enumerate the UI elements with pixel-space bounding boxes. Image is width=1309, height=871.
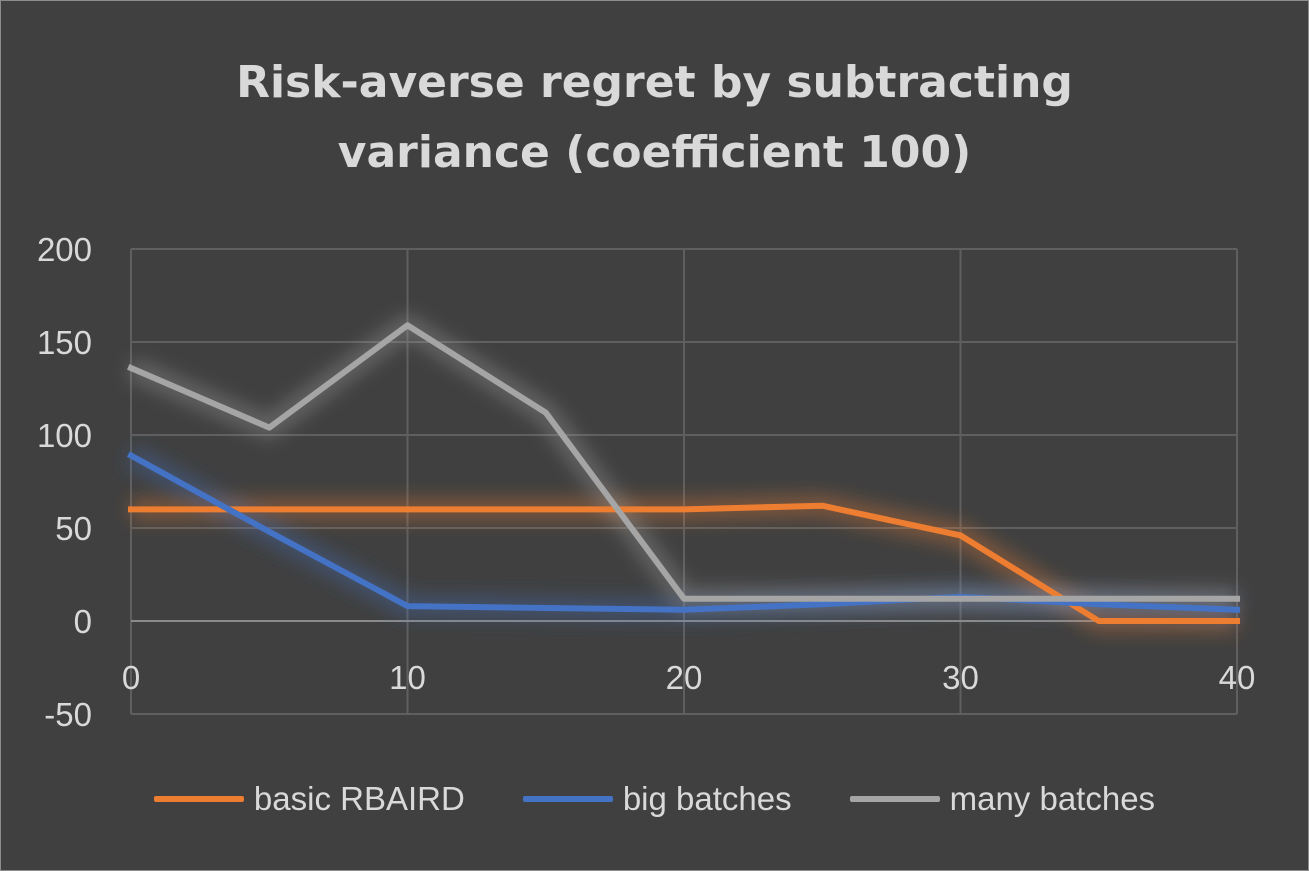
x-tick-label-20: 20 [666, 659, 703, 696]
y-tick-label-150: 150 [37, 324, 92, 361]
series-line-big-batches [126, 451, 1241, 613]
legend-swatch-big-batches [522, 796, 613, 802]
legend-item-basic-rbaird[interactable]: basic RBAIRD [153, 780, 465, 818]
x-tick-label-40: 40 [1219, 659, 1256, 696]
legend: basic RBAIRD big batches many batches [0, 780, 1309, 818]
legend-swatch-many-batches [849, 796, 940, 802]
series-line-many-batches [127, 322, 1240, 602]
y-tick-label-50: 50 [55, 510, 92, 547]
legend-label-many-batches: many batches [949, 780, 1156, 817]
chart-title-line-2: variance (coefficient 100) [337, 127, 972, 178]
y-tick-label-200: 200 [37, 231, 92, 268]
legend-label-basic-rbaird: basic RBAIRD [253, 780, 465, 817]
y-tick-label--50: -50 [44, 696, 92, 733]
legend-item-big-batches[interactable]: big batches [522, 780, 792, 818]
legend-item-many-batches[interactable]: many batches [849, 780, 1156, 818]
series-line-basic-rbaird [128, 502, 1240, 624]
x-tick-label-30: 30 [942, 659, 979, 696]
chart-title-line-1: Risk-averse regret by subtracting [236, 57, 1073, 108]
chart-title: Risk-averse regret by subtracting varian… [0, 48, 1309, 188]
y-tick-label-100: 100 [37, 417, 92, 454]
x-tick-label-10: 10 [389, 659, 426, 696]
x-tick-label-0: 0 [122, 659, 140, 696]
legend-label-big-batches: big batches [622, 780, 792, 817]
legend-swatch-basic-rbaird [153, 796, 244, 802]
y-tick-label-0: 0 [74, 603, 92, 640]
